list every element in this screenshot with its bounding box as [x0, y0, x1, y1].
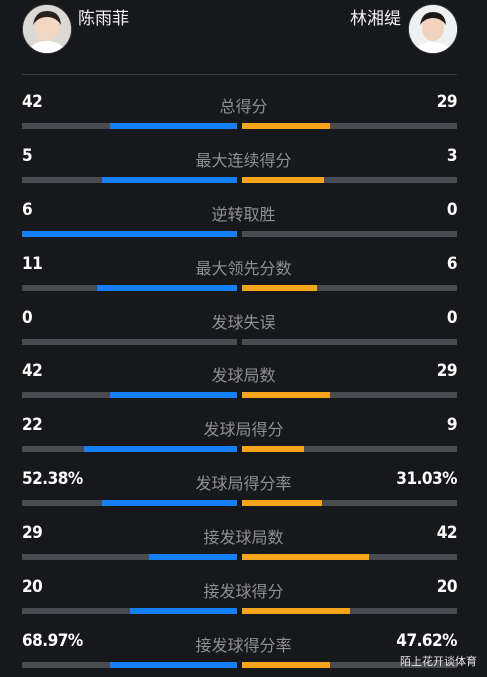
stat-right-value: 3: [446, 145, 458, 166]
stat-left-bar: [22, 338, 237, 345]
stat-left-bar-fill: [129, 608, 237, 615]
stat-right-bar: [242, 554, 457, 561]
stat-right-value: 9: [446, 415, 458, 436]
stat-right-bar: [242, 176, 457, 183]
stat-left-bar: [22, 554, 237, 561]
stat-label: 总得分: [219, 97, 268, 116]
stat-left-bar-fill: [22, 230, 237, 237]
stat-right-bar-fill: [242, 392, 331, 399]
stat-left-bar-fill: [101, 500, 237, 507]
watermark: 陌上花开谈体育: [400, 655, 477, 668]
stat-left-bar: [22, 446, 237, 453]
stat-label: 逆转取胜: [211, 204, 276, 224]
stat-left-bar-fill: [110, 392, 237, 399]
stat-right-value: 42: [436, 523, 458, 544]
stat-right-bar-fill: [242, 500, 322, 507]
stat-left-bar: [22, 608, 237, 615]
stat-left-bar: [22, 500, 237, 507]
stat-label: 接发球得分率: [195, 635, 292, 655]
stat-right-value: 6: [446, 253, 458, 274]
stat-label: 接发球得分: [203, 582, 284, 602]
stat-left-value: 5: [22, 145, 33, 166]
stat-label: 最大连续得分: [195, 150, 292, 170]
stat-right-bar: [242, 230, 457, 237]
stat-right-value: 47.62%: [396, 630, 457, 651]
player-left-avatar[interactable]: [22, 4, 72, 54]
stat-row: 42 发球局数 29: [0, 351, 487, 405]
stat-label: 发球失误: [211, 312, 276, 332]
stat-left-bar: [22, 284, 237, 291]
stat-row: 11 最大领先分数 6: [0, 244, 487, 298]
stat-right-bar-fill: [242, 176, 324, 183]
player-right-name: 林湘缇: [350, 9, 401, 29]
stat-left-value: 0: [22, 307, 33, 328]
stat-right-value: 29: [436, 361, 458, 382]
player-left-name: 陈雨菲: [78, 9, 129, 29]
stat-right-bar: [242, 608, 457, 615]
stat-row: 42 总得分 29: [0, 82, 487, 136]
stat-right-value: 29: [436, 92, 458, 112]
stat-row: 5 最大连续得分 3: [0, 136, 487, 190]
stat-left-bar: [22, 123, 237, 129]
stat-left-value: 22: [22, 415, 43, 436]
stats-list: 42 总得分 29 5 最大连续得分 3 6 逆转取胜 0 11 最大领先分数 6 0 发球失误 0 42 发球…: [0, 82, 487, 675]
stat-left-value: 11: [22, 253, 43, 274]
stat-right-bar-fill: [242, 123, 331, 129]
stat-left-value: 42: [22, 361, 43, 382]
stat-right-bar: [242, 123, 457, 129]
stat-right-bar-fill: [242, 661, 331, 668]
stat-right-bar: [242, 284, 457, 291]
stat-left-bar: [22, 230, 237, 237]
stat-left-value: 42: [22, 92, 43, 112]
stat-row: 0 发球失误 0: [0, 298, 487, 352]
stat-left-bar-fill: [110, 123, 237, 129]
stat-right-bar: [242, 500, 457, 507]
stat-right-bar: [242, 392, 457, 399]
header-divider: [22, 74, 457, 75]
stat-right-value: 20: [436, 577, 458, 598]
stat-right-bar-fill: [242, 446, 305, 453]
stat-left-bar-fill: [97, 284, 237, 291]
stat-right-value: 0: [446, 307, 458, 328]
stat-left-bar-fill: [101, 176, 237, 183]
stat-right-bar-fill: [242, 554, 369, 561]
stat-label: 发球局数: [211, 366, 276, 386]
stat-row: 29 接发球局数 42: [0, 513, 487, 567]
stat-right-bar-fill: [242, 284, 318, 291]
stat-left-bar-fill: [148, 554, 237, 561]
stat-left-bar: [22, 661, 237, 668]
stat-right-value: 31.03%: [396, 469, 457, 490]
stat-row: 52.38% 发球局得分率 31.03%: [0, 459, 487, 513]
stat-left-bar: [22, 392, 237, 399]
person-icon: [409, 5, 457, 53]
stat-right-bar: [242, 338, 457, 345]
match-header: 陈雨菲 林湘缇: [0, 0, 487, 74]
stat-left-value: 6: [22, 199, 33, 220]
stat-row: 68.97% 接发球得分率 47.62%: [0, 621, 487, 675]
stat-right-bar-fill: [242, 608, 350, 615]
stat-label: 最大领先分数: [195, 258, 292, 278]
stat-label: 发球局得分率: [195, 474, 292, 494]
stat-label: 发球局得分: [203, 420, 284, 440]
stat-left-bar-fill: [110, 661, 237, 668]
stat-left-value: 68.97%: [22, 630, 83, 651]
stat-row: 22 发球局得分 9: [0, 405, 487, 459]
stat-right-value: 0: [446, 199, 458, 220]
stat-right-bar: [242, 446, 457, 453]
stat-right-bar: [242, 661, 457, 668]
stat-label: 接发球局数: [203, 528, 284, 548]
stat-left-bar: [22, 176, 237, 183]
stat-left-value: 52.38%: [22, 469, 83, 490]
stat-left-value: 29: [22, 523, 43, 544]
stat-left-bar-fill: [84, 446, 237, 453]
stat-row: 6 逆转取胜 0: [0, 190, 487, 244]
person-icon: [23, 5, 71, 53]
stat-row: 20 接发球得分 20: [0, 567, 487, 621]
player-right-avatar[interactable]: [408, 4, 458, 54]
stat-left-value: 20: [22, 577, 43, 598]
